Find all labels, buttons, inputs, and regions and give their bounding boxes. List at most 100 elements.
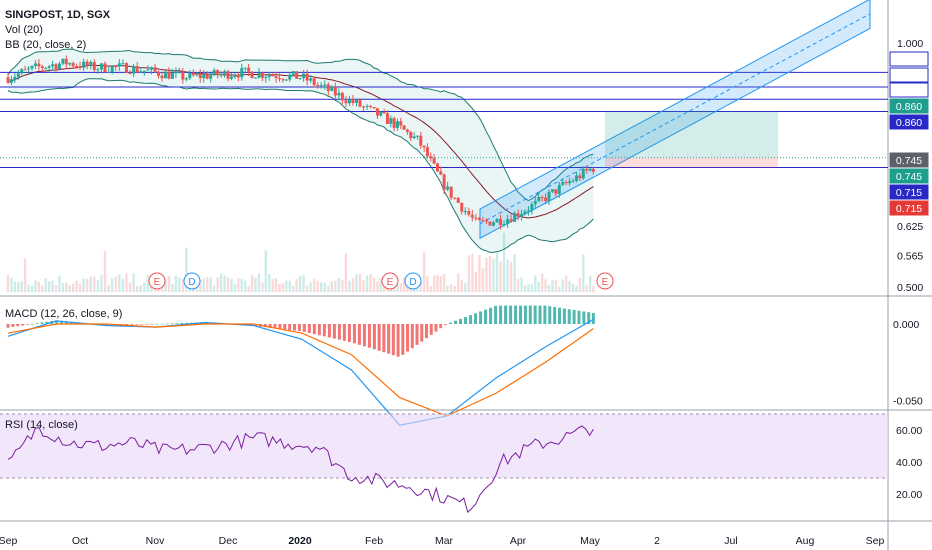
dividend-marker[interactable] bbox=[183, 272, 201, 290]
volume-bar bbox=[429, 286, 432, 292]
bollinger-indicator-label[interactable]: BB (20, close, 2) bbox=[5, 39, 86, 51]
volume-bar bbox=[406, 283, 409, 292]
volume-bar bbox=[271, 278, 274, 292]
target-zone[interactable] bbox=[605, 111, 778, 158]
rsi-axis-tick-label: 20.00 bbox=[896, 489, 922, 501]
candle-body bbox=[520, 213, 524, 217]
long-position-tool[interactable] bbox=[605, 111, 778, 168]
price-tags: 0.940 0.910 0.885 0.860 0.860 0.745 0.745 0.715… bbox=[889, 51, 929, 216]
candle-body bbox=[481, 219, 485, 221]
macd-indicator-label[interactable]: MACD (12, 26, close, 9) bbox=[5, 308, 122, 320]
earnings-marker[interactable] bbox=[381, 272, 399, 290]
volume-bar bbox=[240, 279, 243, 292]
macd-histogram-bar bbox=[25, 324, 29, 325]
volume-bar bbox=[564, 275, 568, 292]
volume-bar bbox=[499, 261, 502, 292]
horizontal-levels[interactable] bbox=[0, 71, 888, 169]
candle-body bbox=[316, 84, 320, 86]
candle-body bbox=[432, 158, 436, 164]
volume-bar bbox=[54, 285, 58, 292]
candle-body bbox=[260, 72, 264, 78]
candle-body bbox=[530, 204, 534, 211]
candle-body bbox=[219, 74, 223, 76]
volume-bar bbox=[379, 278, 382, 292]
macd-histogram-bar bbox=[449, 322, 453, 324]
macd-histogram-bar bbox=[514, 305, 518, 324]
volume-bar bbox=[171, 284, 174, 292]
macd-histogram-bar bbox=[474, 313, 478, 324]
rsi-line bbox=[7, 425, 594, 514]
volume-bar bbox=[544, 279, 547, 292]
volume-bar bbox=[312, 278, 316, 292]
price-tag-label: 0.745 bbox=[896, 155, 922, 167]
volume-bar bbox=[396, 285, 399, 292]
macd-histogram-bar bbox=[6, 324, 10, 328]
candle-body bbox=[491, 222, 495, 226]
price-axis-tick-label: 1.000 bbox=[897, 38, 923, 50]
volume-indicator-label[interactable]: Vol (20) bbox=[5, 24, 43, 36]
macd-histogram-bar bbox=[387, 324, 391, 354]
candle-body bbox=[170, 73, 174, 79]
price-axis-tick-label: 0.625 bbox=[897, 221, 923, 233]
candle-body bbox=[415, 135, 419, 137]
volume-bar bbox=[588, 275, 592, 292]
macd-axis-tick-label: -0.050 bbox=[893, 396, 923, 408]
macd-histogram-bar bbox=[16, 324, 20, 327]
rsi-indicator-label[interactable]: RSI (14, close) bbox=[5, 419, 78, 431]
dividend-marker[interactable] bbox=[404, 272, 422, 290]
candle-body bbox=[135, 66, 139, 73]
volume-bar bbox=[206, 277, 209, 292]
candle-body bbox=[174, 71, 178, 74]
candle-body bbox=[44, 67, 48, 69]
candle-body bbox=[68, 63, 72, 65]
candle-body bbox=[568, 181, 572, 184]
macd-histogram-bar bbox=[327, 324, 331, 338]
volume-bar bbox=[37, 281, 41, 292]
macd-histogram-bar bbox=[342, 324, 346, 341]
candle-body bbox=[362, 106, 366, 108]
volume-bar bbox=[244, 280, 247, 292]
candle-body bbox=[585, 168, 589, 171]
volume-bar bbox=[27, 284, 30, 292]
macd-histogram-bar bbox=[292, 324, 296, 331]
earnings-marker[interactable] bbox=[148, 272, 166, 290]
price-tag-label: 0.715 bbox=[896, 203, 922, 215]
candle-body bbox=[264, 77, 268, 79]
candle-body bbox=[372, 107, 376, 109]
volume-bar bbox=[254, 277, 257, 292]
volume-bar bbox=[382, 285, 386, 292]
macd-histogram-bar bbox=[479, 311, 483, 324]
volume-bar bbox=[534, 275, 537, 292]
macd-histogram-bar bbox=[499, 305, 503, 324]
volume-bar bbox=[327, 285, 330, 292]
bollinger-upper bbox=[7, 48, 594, 202]
candle-body bbox=[257, 72, 261, 78]
price-tag bbox=[889, 98, 929, 114]
channel-median[interactable] bbox=[479, 13, 871, 225]
price-tag bbox=[889, 114, 929, 130]
price-candles bbox=[6, 55, 595, 230]
candle-body bbox=[379, 111, 383, 116]
x-axis-tick-label: May bbox=[580, 535, 601, 547]
candle-body bbox=[216, 70, 220, 76]
candle-body bbox=[347, 99, 351, 104]
macd-histogram-bar bbox=[528, 305, 532, 324]
candle-body bbox=[71, 63, 75, 67]
volume-bar bbox=[509, 261, 513, 292]
volume-bar bbox=[355, 274, 358, 292]
candle-body bbox=[537, 197, 541, 201]
earnings-marker[interactable] bbox=[596, 272, 614, 290]
candle-body bbox=[540, 197, 544, 199]
volume-bar bbox=[337, 278, 341, 292]
macd-histogram-bar bbox=[396, 324, 400, 357]
candle-body bbox=[163, 71, 167, 79]
macd-histogram-bar bbox=[317, 324, 321, 336]
stop-zone[interactable] bbox=[605, 157, 778, 168]
volume-bar bbox=[365, 275, 369, 292]
volume-bar bbox=[442, 273, 446, 292]
macd-histogram-bar bbox=[273, 324, 277, 329]
volume-bar bbox=[419, 282, 422, 292]
price-tag bbox=[889, 168, 929, 184]
